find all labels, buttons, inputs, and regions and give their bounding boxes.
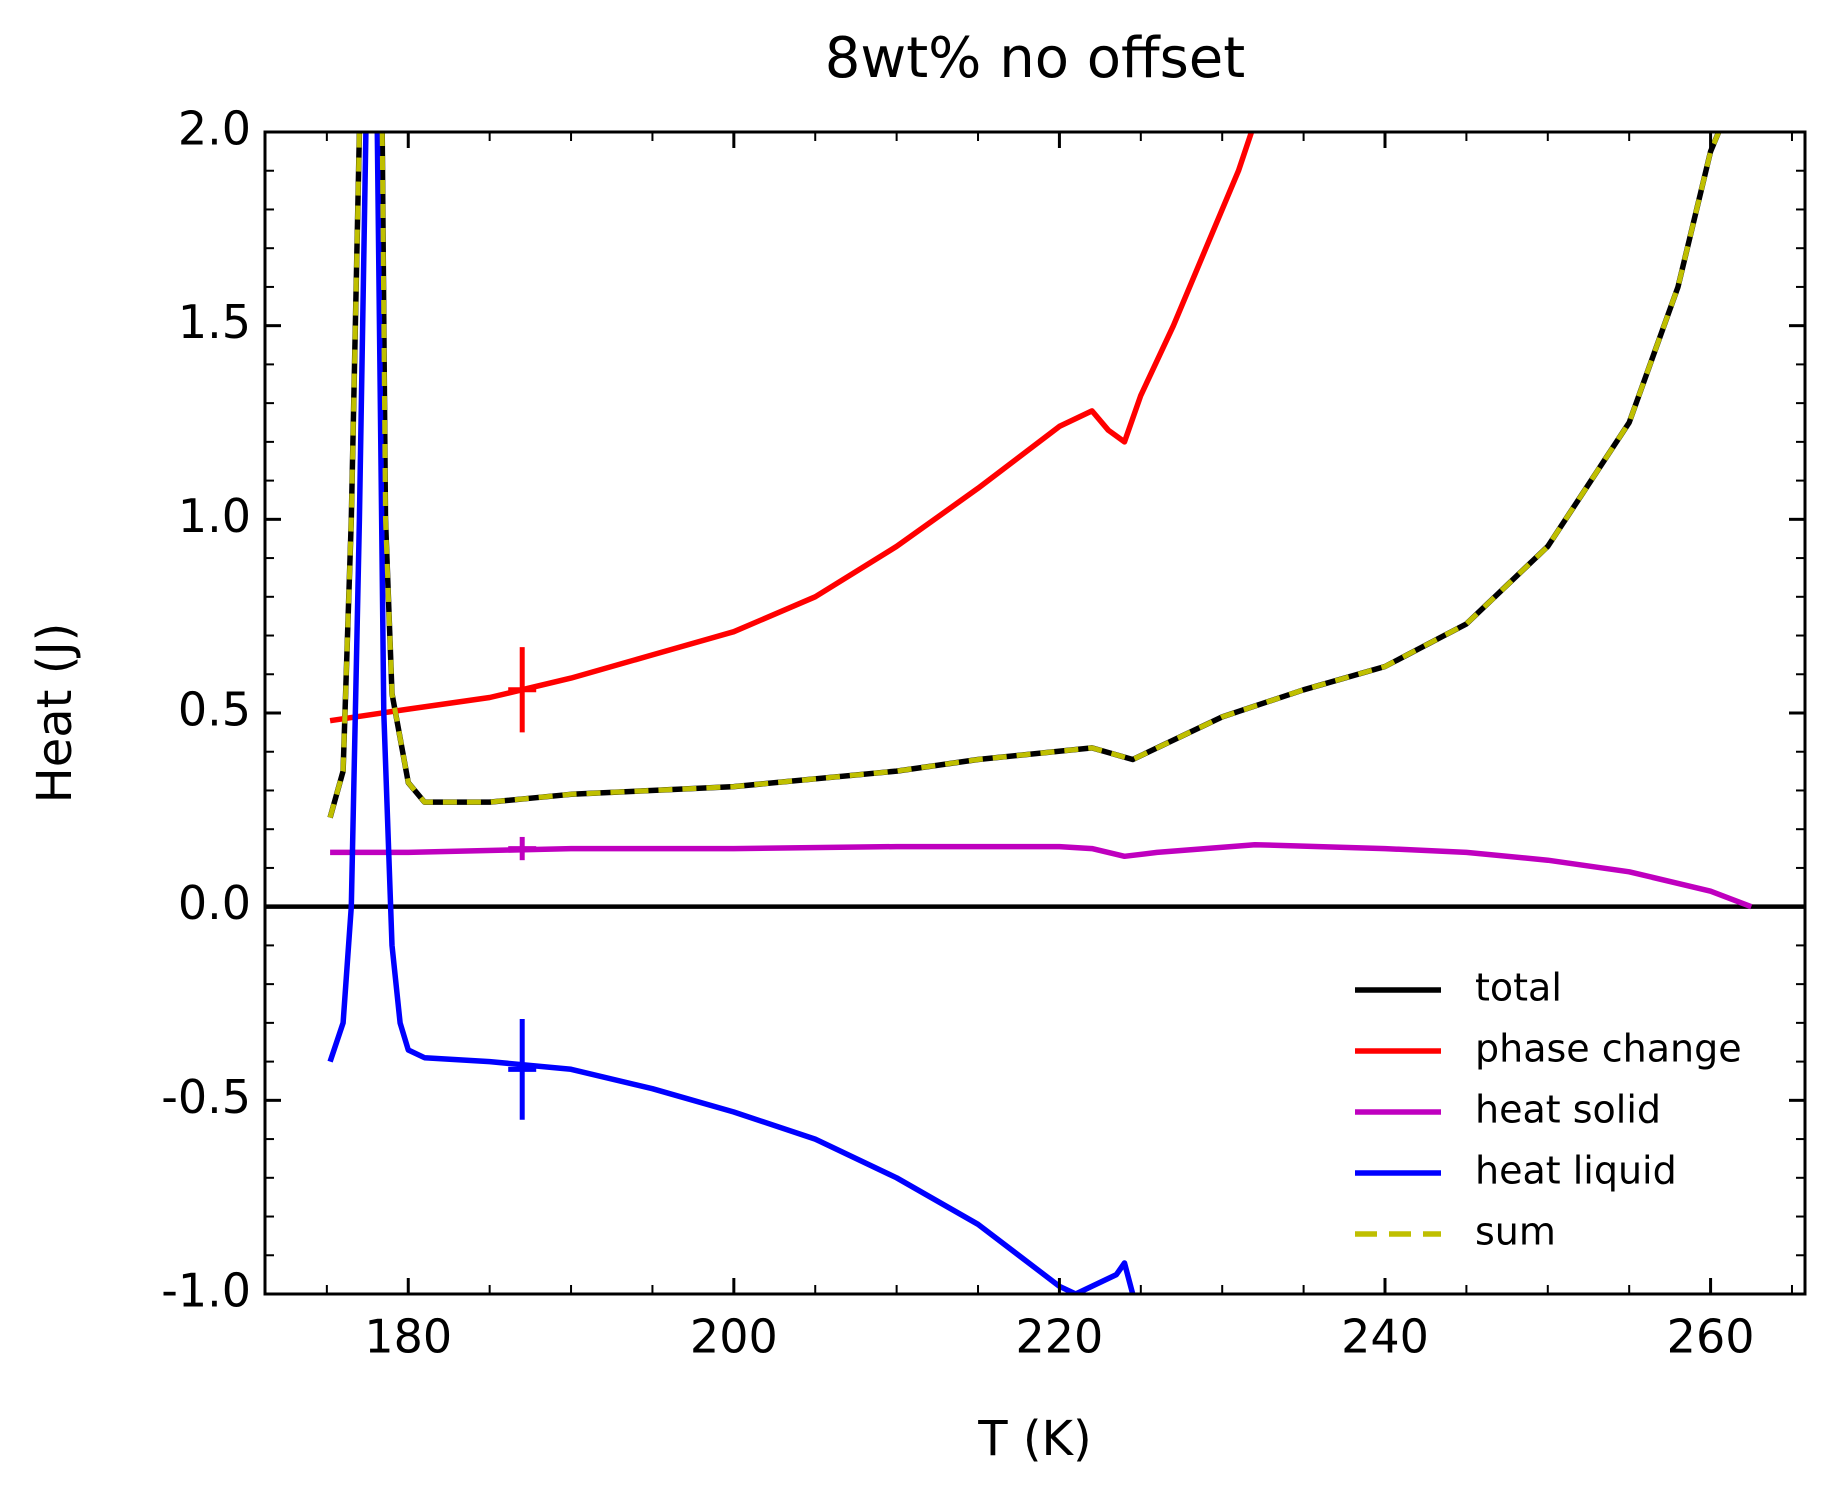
y-tick-label: 1.0 bbox=[178, 489, 251, 543]
series-line bbox=[330, 841, 1753, 910]
y-tick-label: -0.5 bbox=[161, 1070, 251, 1124]
y-tick-label: 0.5 bbox=[178, 683, 251, 737]
legend-label: sum bbox=[1475, 1210, 1556, 1254]
x-axis-label: T (K) bbox=[977, 1411, 1092, 1467]
series-line bbox=[327, 132, 1722, 819]
y-tick-label: -1.0 bbox=[161, 1264, 251, 1318]
legend-label: heat solid bbox=[1475, 1088, 1661, 1132]
legend-label: total bbox=[1475, 966, 1562, 1010]
series-line bbox=[327, 132, 1136, 1294]
x-tick-label: 200 bbox=[690, 1310, 778, 1364]
x-tick-label: 220 bbox=[1016, 1310, 1104, 1364]
y-tick-label: 1.5 bbox=[178, 295, 251, 349]
chart-title: 8wt% no offset bbox=[825, 26, 1245, 91]
legend-label: heat liquid bbox=[1475, 1149, 1677, 1193]
series-line bbox=[327, 132, 1722, 819]
x-tick-label: 260 bbox=[1667, 1310, 1755, 1364]
y-axis-label: Heat (J) bbox=[27, 623, 83, 804]
x-tick-label: 240 bbox=[1341, 1310, 1429, 1364]
plot-area bbox=[265, 132, 1805, 1294]
legend-label: phase change bbox=[1475, 1027, 1742, 1071]
x-tick-label: 180 bbox=[364, 1310, 452, 1364]
y-tick-label: 2.0 bbox=[178, 102, 251, 156]
series-line bbox=[329, 132, 1255, 724]
y-tick-label: 0.0 bbox=[178, 876, 251, 930]
